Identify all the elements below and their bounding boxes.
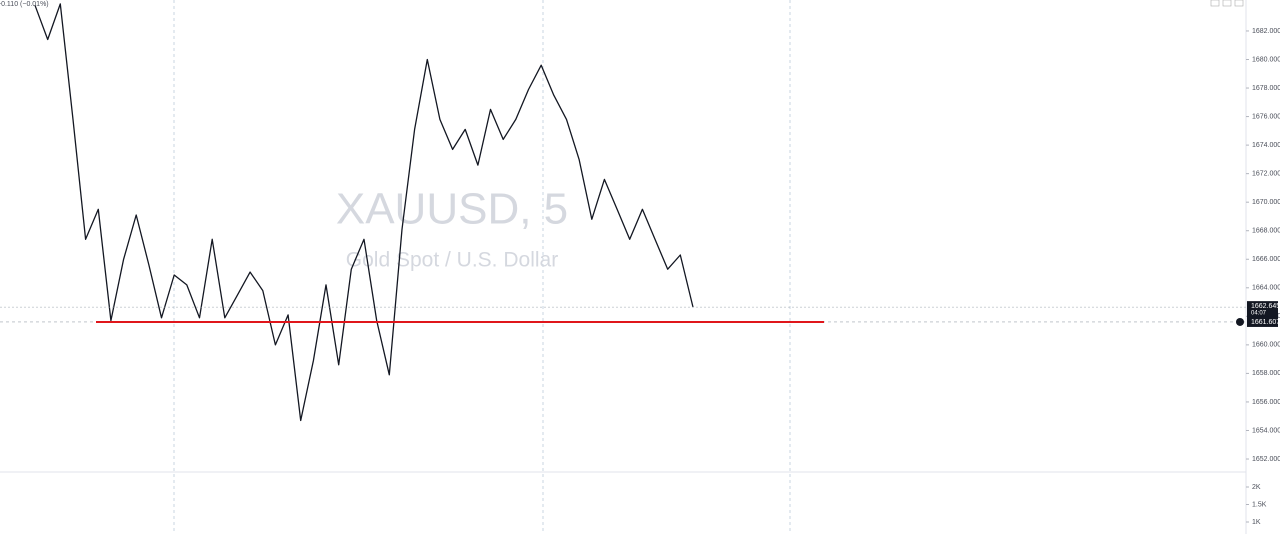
toolbar-icons (1210, 0, 1244, 7)
level-box (1247, 316, 1278, 327)
y-tick-label: 1678.000 (1252, 85, 1280, 92)
volume-tick-label: 2K (1252, 484, 1261, 491)
y-tick-label: 1660.000 (1252, 342, 1280, 349)
y-tick-label: 1680.000 (1252, 56, 1280, 63)
y-tick-label: 1658.000 (1252, 370, 1280, 377)
y-tick-label: 1668.000 (1252, 228, 1280, 235)
countdown-label: 04:07 (1251, 311, 1267, 317)
icon[interactable] (1234, 0, 1244, 7)
y-tick-label: 1682.000 (1252, 28, 1280, 35)
price-line (34, 3, 694, 422)
level-label: 1661.607 (1251, 319, 1280, 326)
icon[interactable] (1222, 0, 1232, 7)
change-label: −0.110 (−0.01%) (0, 1, 49, 8)
y-tick-label: 1676.000 (1252, 113, 1280, 120)
y-tick-label: 1656.000 (1252, 399, 1280, 406)
volume-tick-label: 1.5K (1252, 501, 1267, 508)
watermark-description: Gold Spot / U.S. Dollar (346, 249, 558, 272)
y-tick-label: 1664.000 (1252, 285, 1280, 292)
y-tick-label: 1652.000 (1252, 456, 1280, 463)
y-tick-label: 1674.000 (1252, 142, 1280, 149)
icon[interactable] (1210, 0, 1220, 7)
level-icon (1236, 317, 1244, 326)
watermark-symbol: XAUUSD, 5 (336, 185, 568, 234)
y-tick-label: 1672.000 (1252, 170, 1280, 177)
volume-tick-label: 1K (1252, 519, 1261, 526)
y-tick-label: 1670.000 (1252, 199, 1280, 206)
last-price-box (1247, 301, 1278, 319)
y-tick-label: 1666.000 (1252, 256, 1280, 263)
last-price-label: 1662.645 (1251, 303, 1280, 310)
y-tick-label: 1654.000 (1252, 427, 1280, 434)
